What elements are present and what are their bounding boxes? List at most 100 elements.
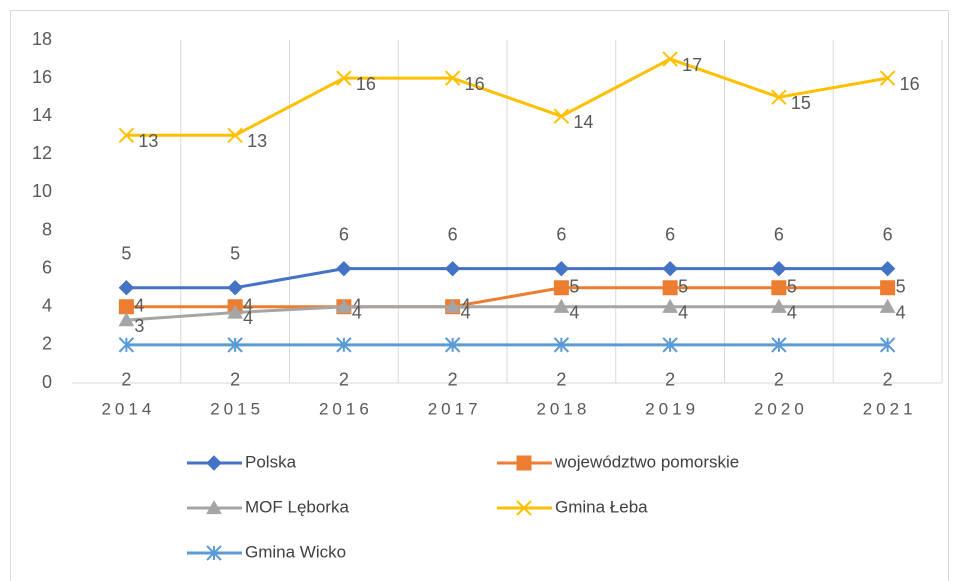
marker	[662, 260, 678, 277]
legend-item: Gmina Wicko	[187, 542, 346, 561]
data-label: 16	[900, 74, 920, 94]
legend-label: Gmina Wicko	[245, 542, 346, 561]
marker	[336, 298, 352, 313]
marker	[771, 298, 787, 313]
data-label: 4	[461, 303, 471, 323]
data-label: 4	[134, 296, 144, 316]
marker	[880, 280, 896, 296]
y-tick-label: 0	[42, 372, 52, 392]
marker	[118, 312, 135, 327]
data-label: 14	[573, 112, 593, 132]
x-tick-label: 2014	[101, 399, 155, 418]
x-tick-label: 2015	[210, 399, 264, 418]
marker	[206, 545, 222, 561]
data-label: 16	[356, 74, 376, 94]
legend-label: MOF Lęborka	[245, 497, 349, 516]
legend-item: Polska	[187, 452, 297, 471]
marker	[227, 337, 243, 353]
legend-item: MOF Lęborka	[187, 497, 349, 516]
marker	[227, 280, 243, 296]
x-tick-label: 2017	[428, 399, 482, 418]
marker	[771, 280, 787, 296]
marker	[444, 337, 461, 353]
marker	[553, 280, 569, 296]
marker	[771, 337, 787, 353]
data-label: 5	[569, 276, 579, 296]
marker	[662, 298, 678, 313]
y-tick-label: 10	[32, 181, 52, 201]
y-tick-label: 8	[42, 219, 52, 239]
data-label: 4	[243, 308, 253, 328]
marker	[336, 260, 352, 277]
data-label: 5	[678, 276, 688, 296]
marker	[879, 337, 896, 353]
marker	[336, 337, 352, 353]
data-label: 4	[569, 303, 579, 323]
marker	[206, 499, 222, 515]
data-label: 2	[774, 370, 784, 390]
marker	[118, 299, 134, 315]
x-tick-label: 2018	[536, 399, 590, 418]
legend-label: województwo pomorskie	[554, 452, 739, 471]
legend-label: Polska	[245, 452, 297, 471]
data-label: 4	[678, 303, 688, 323]
marker	[879, 260, 896, 277]
data-label: 6	[883, 224, 893, 244]
data-label: 16	[465, 74, 485, 94]
marker	[553, 337, 570, 353]
legend-label: Gmina Łeba	[555, 497, 648, 516]
marker	[771, 260, 787, 277]
data-label: 2	[665, 370, 675, 390]
data-label: 5	[230, 243, 240, 263]
y-tick-label: 18	[32, 29, 52, 49]
marker	[336, 70, 352, 86]
marker	[553, 108, 570, 124]
data-label: 4	[243, 296, 253, 316]
y-tick-label: 4	[42, 296, 52, 316]
data-label: 2	[339, 370, 349, 390]
series-line	[126, 57, 888, 137]
marker	[553, 298, 570, 313]
marker	[771, 89, 787, 105]
data-label: 4	[896, 303, 906, 323]
data-label: 2	[556, 370, 566, 390]
data-label: 6	[774, 224, 784, 244]
data-label: 5	[896, 276, 906, 296]
series-line	[126, 286, 888, 309]
marker	[879, 298, 896, 313]
y-tick-label: 2	[42, 334, 52, 354]
marker	[444, 260, 461, 277]
marker	[227, 304, 243, 319]
data-label: 6	[556, 224, 566, 244]
data-label: 13	[247, 131, 267, 151]
series-line	[126, 267, 888, 290]
y-tick-label: 16	[32, 67, 52, 87]
marker	[662, 337, 678, 353]
data-label: 2	[121, 370, 131, 390]
data-label: 6	[665, 224, 675, 244]
data-label: 2	[448, 370, 458, 390]
marker	[444, 70, 461, 86]
data-label: 3	[134, 316, 144, 336]
marker	[444, 298, 461, 313]
legend-item: Gmina Łeba	[497, 497, 648, 516]
data-label: 6	[448, 224, 458, 244]
data-label: 6	[339, 224, 349, 244]
data-label: 15	[791, 93, 811, 113]
marker	[118, 337, 135, 353]
x-tick-label: 2021	[863, 399, 917, 418]
data-label: 2	[883, 370, 893, 390]
marker	[206, 455, 222, 471]
x-tick-label: 2016	[319, 399, 373, 418]
data-label: 5	[787, 276, 797, 296]
y-tick-label: 6	[42, 257, 52, 277]
series-line	[126, 305, 888, 322]
marker	[662, 51, 678, 67]
legend-item: województwo pomorskie	[497, 452, 739, 471]
data-label: 4	[787, 303, 797, 323]
data-label: 13	[138, 131, 158, 151]
marker	[553, 260, 570, 277]
data-label: 4	[352, 303, 362, 323]
x-tick-label: 2019	[645, 399, 699, 418]
